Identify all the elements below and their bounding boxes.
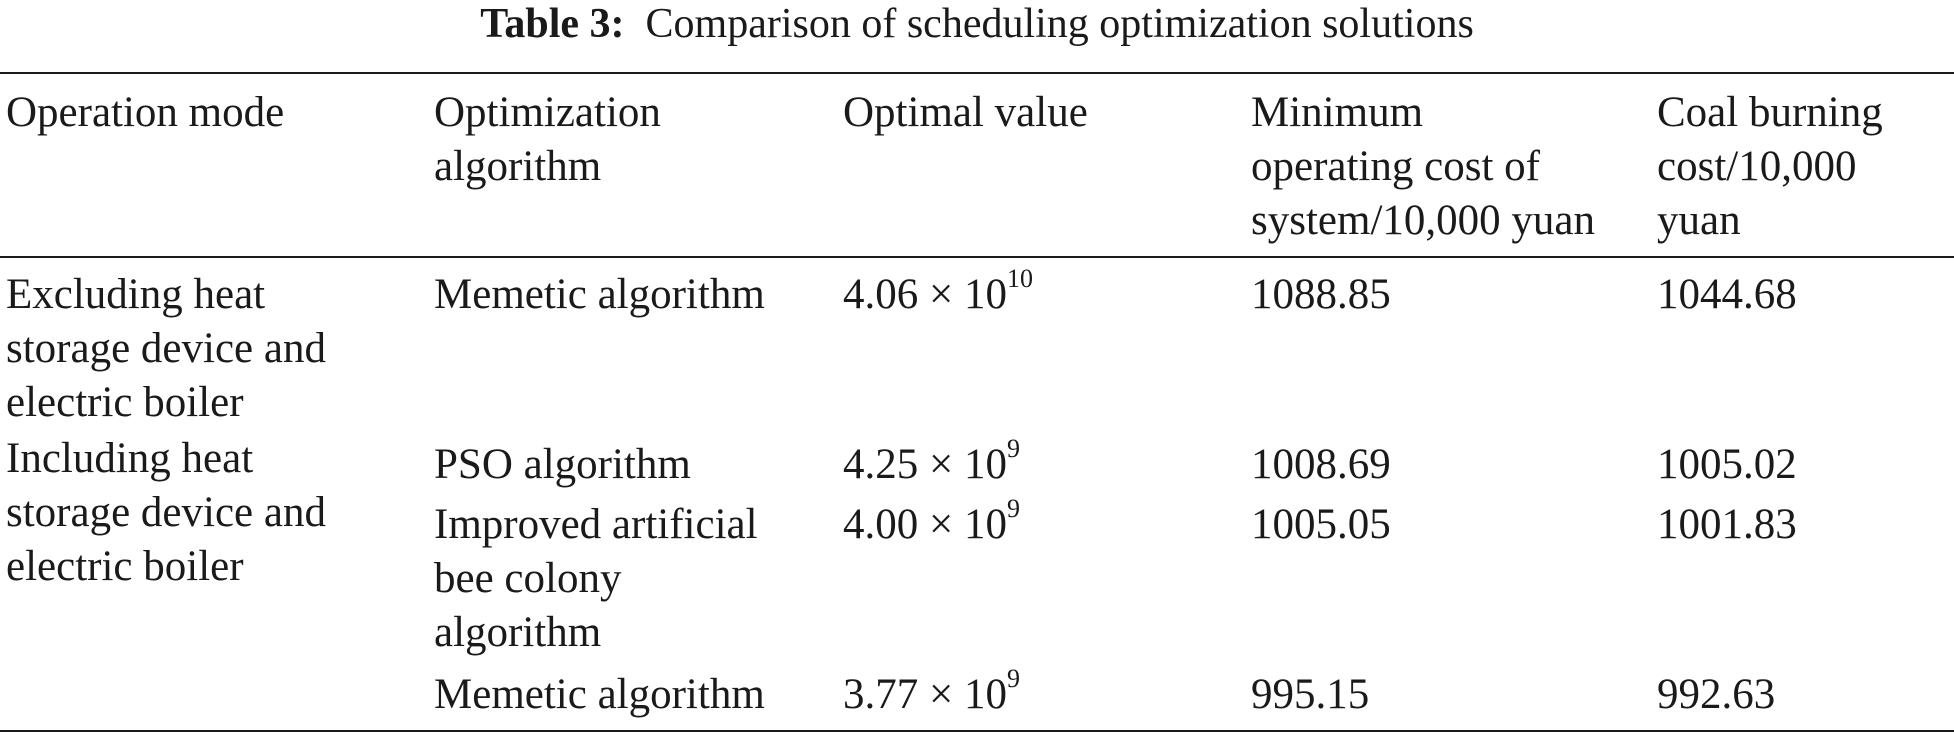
table-cell-min-cost: 1008.69 [1251,441,1391,488]
table-cell-optimal-value: 4.00 × 109 [843,493,1021,548]
table-cell-min-cost: 1088.85 [1251,271,1391,318]
table-label: Table 3: [480,1,625,47]
mode-including: Including heat storage device and electr… [6,435,326,590]
table-title: Comparison of scheduling optimization so… [645,1,1474,47]
table-bottom-rule [0,730,1954,732]
table-cell-coal-cost: 1005.02 [1657,441,1797,488]
table-caption: Table 3: Comparison of scheduling optimi… [0,0,1954,64]
header-coal-burning-cost: Coal burning cost/10,000 yuan [1657,89,1883,244]
table-cell-coal-cost: 992.63 [1657,671,1776,718]
table-cell-coal-cost: 1044.68 [1657,271,1797,318]
table-cell-algorithm: Memetic algorithm [434,671,765,718]
table-cell-min-cost: 995.15 [1251,671,1370,718]
header-optimal-value: Optimal value [843,89,1088,136]
header-minimum-operating-cost: Minimum operating cost of system/10,000 … [1251,89,1595,244]
table-cell-algorithm: Improved artificial bee colony algorithm [434,501,758,656]
header-operation-mode: Operation mode [6,89,285,136]
table-top-rule [0,72,1954,74]
table-cell-optimal-value: 3.77 × 109 [843,663,1021,718]
table-cell-optimal-value: 4.06 × 1010 [843,263,1034,318]
table-cell-min-cost: 1005.05 [1251,501,1391,548]
table-cell-optimal-value: 4.25 × 109 [843,433,1021,488]
table-cell-coal-cost: 1001.83 [1657,501,1797,548]
table-cell-algorithm: Memetic algorithm [434,271,765,318]
table-header-rule [0,256,1954,258]
header-optimization-algorithm: Optimization algorithm [434,89,661,190]
mode-excluding: Excluding heat storage device and electr… [6,271,326,426]
table-cell-algorithm: PSO algorithm [434,441,691,488]
